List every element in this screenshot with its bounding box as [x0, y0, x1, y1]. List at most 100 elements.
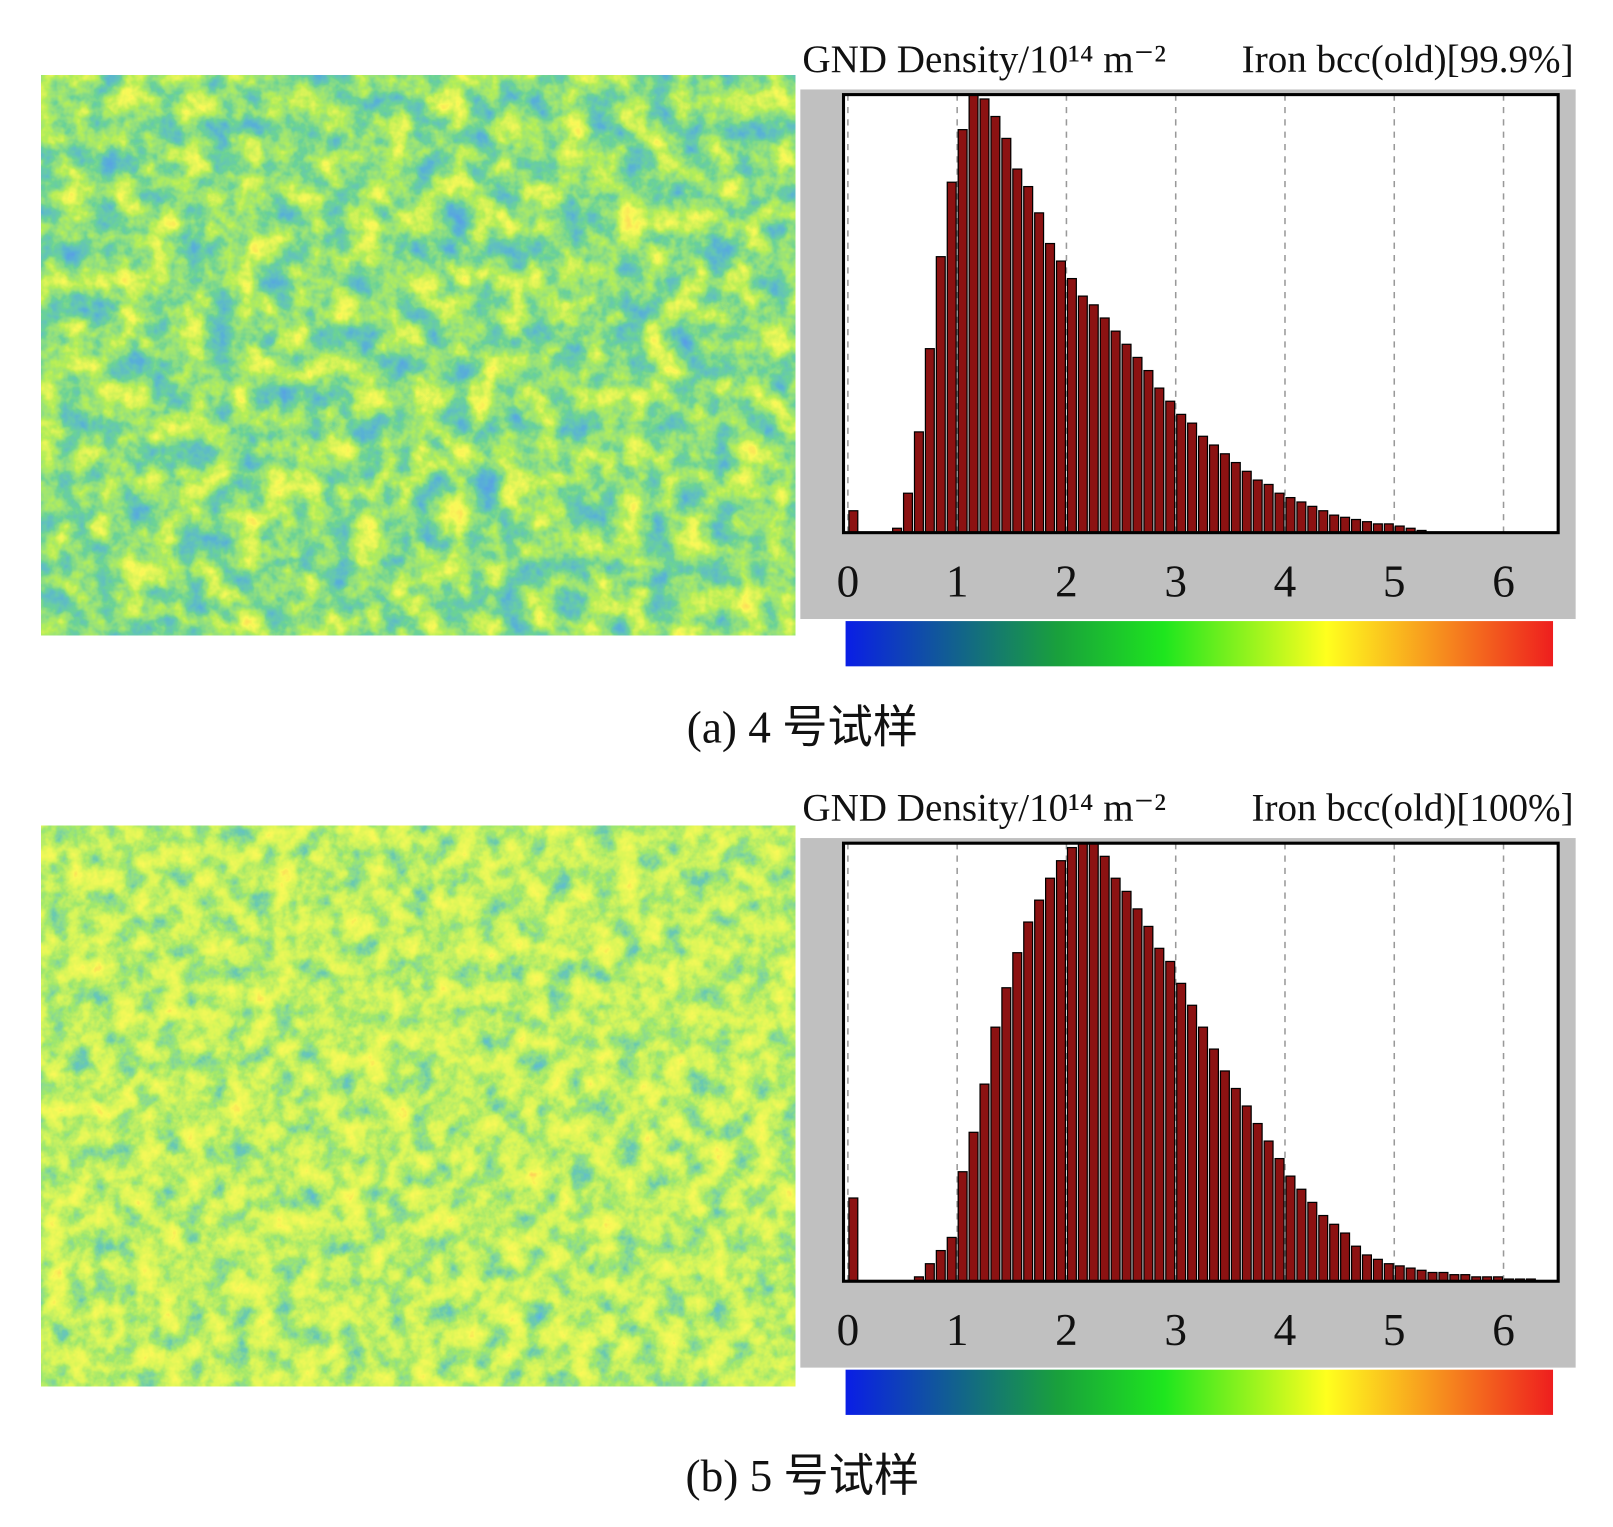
bar — [1340, 516, 1351, 534]
bar — [968, 1131, 979, 1282]
bar — [1176, 413, 1187, 534]
gnd-map — [41, 75, 796, 636]
chart-title: GND Density/10¹⁴ m⁻² — [802, 787, 1166, 830]
bar — [1044, 242, 1056, 534]
caption: (b) 5 号试样 — [686, 1451, 920, 1501]
x-tick-label: 6 — [1492, 1305, 1515, 1355]
bar — [935, 256, 946, 534]
bar — [946, 181, 957, 534]
colorbar — [845, 621, 1554, 667]
bar — [1329, 1223, 1340, 1282]
bar — [1001, 137, 1012, 534]
bar — [1263, 1140, 1274, 1282]
bar — [1219, 1070, 1230, 1282]
bar — [1285, 1175, 1296, 1282]
bar — [1066, 277, 1077, 534]
x-tick-label: 5 — [1383, 1305, 1406, 1355]
bar — [1230, 461, 1241, 534]
bar — [1165, 960, 1176, 1282]
bar — [1197, 435, 1209, 534]
bar — [1034, 899, 1045, 1282]
bar — [1361, 521, 1372, 534]
bar — [1154, 387, 1165, 534]
bar — [1055, 860, 1067, 1282]
bar — [1099, 855, 1110, 1282]
x-tick-label: 3 — [1164, 1305, 1187, 1355]
annotation: Iron bcc(old)[99.9%] — [1242, 38, 1574, 81]
bar — [1230, 1087, 1241, 1282]
bar — [1296, 501, 1307, 534]
bar — [1350, 518, 1362, 534]
bar — [924, 348, 935, 534]
bar — [957, 1171, 968, 1282]
bar — [1208, 444, 1220, 534]
bar — [1110, 330, 1121, 534]
gnd-map — [41, 825, 796, 1387]
x-tick-label: 2 — [1055, 1305, 1078, 1355]
bar — [1023, 921, 1034, 1282]
x-tick-label: 3 — [1164, 556, 1187, 606]
bar — [1394, 1265, 1405, 1282]
colorbar — [845, 1369, 1554, 1415]
x-tick-label: 6 — [1492, 556, 1515, 606]
bar — [1263, 483, 1274, 534]
x-tick-label: 0 — [837, 1305, 860, 1355]
bar — [1001, 987, 1012, 1282]
bar — [1044, 877, 1056, 1282]
bar — [902, 492, 914, 534]
bar — [1132, 908, 1143, 1282]
x-tick-label: 1 — [946, 556, 969, 606]
bar — [946, 1236, 957, 1282]
bar — [1416, 1269, 1427, 1282]
bar — [1066, 846, 1077, 1282]
bar — [1329, 514, 1340, 534]
bar — [1187, 1004, 1198, 1282]
annotation: Iron bcc(old)[100%] — [1251, 787, 1573, 830]
bar — [1197, 1026, 1209, 1282]
bar — [1318, 1214, 1329, 1282]
x-tick-label: 1 — [946, 1305, 969, 1355]
bar — [1296, 1188, 1307, 1282]
bar — [1099, 317, 1110, 534]
bar — [1340, 1232, 1351, 1282]
bar — [1241, 1105, 1252, 1282]
x-tick-label: 0 — [837, 556, 860, 606]
bar — [1383, 1263, 1394, 1282]
plot-border — [841, 841, 1560, 1283]
bar — [1208, 1048, 1220, 1282]
bar — [1307, 1201, 1318, 1282]
bar — [1023, 185, 1034, 534]
bar — [957, 129, 968, 534]
bar — [1252, 479, 1263, 534]
bar — [1372, 1258, 1383, 1282]
bar — [1088, 304, 1099, 534]
bar — [1405, 1267, 1416, 1282]
bar — [1350, 1245, 1362, 1282]
bar — [1055, 260, 1067, 534]
bar — [1121, 890, 1132, 1282]
bar — [1012, 952, 1023, 1282]
bar — [1176, 982, 1187, 1282]
x-tick-label: 4 — [1274, 1305, 1297, 1355]
x-tick-label: 2 — [1055, 556, 1078, 606]
bar — [1252, 1122, 1263, 1282]
bar — [1219, 453, 1230, 534]
bar — [1318, 510, 1329, 534]
bar — [1034, 212, 1045, 534]
bar — [990, 1026, 1001, 1282]
bar — [1110, 877, 1121, 1282]
bar — [1307, 505, 1318, 534]
bar — [1154, 947, 1165, 1282]
bar — [1012, 168, 1023, 534]
bar — [1121, 343, 1132, 534]
bar — [1132, 356, 1143, 534]
bar — [1077, 295, 1088, 534]
bar — [1274, 1157, 1285, 1282]
bar — [1088, 842, 1099, 1282]
bar — [1143, 369, 1154, 534]
bar — [968, 93, 979, 534]
bar — [913, 431, 924, 534]
x-tick-label: 4 — [1274, 556, 1297, 606]
